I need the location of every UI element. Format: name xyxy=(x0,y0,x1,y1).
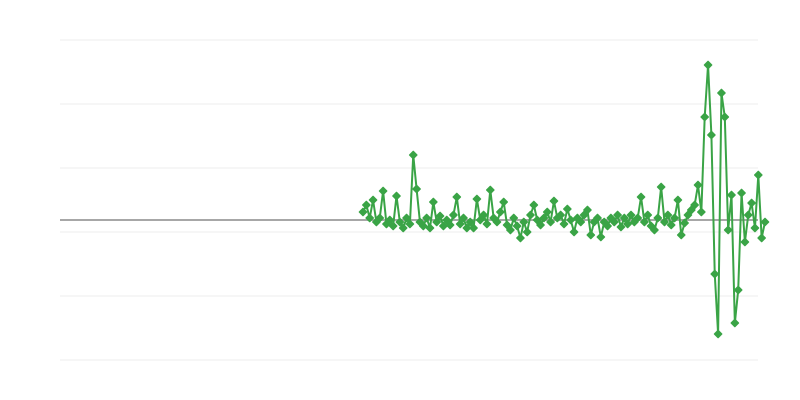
series-line xyxy=(362,63,766,335)
series-diamond-markers xyxy=(358,60,770,339)
